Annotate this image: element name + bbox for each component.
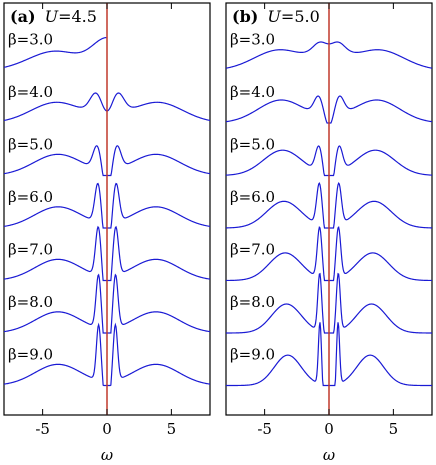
panel-a-plot-area: β=3.0 β=4.0 β=5.0 β=6.0 β=7.0 β=8.0 β=9.0 -5 0 5 xyxy=(3,3,211,438)
x-tick-label: 0 xyxy=(324,420,334,438)
panel-a-title: (a) U=4.5 xyxy=(10,7,97,26)
panel-b-letter: (b) xyxy=(232,7,258,26)
x-tick-label: 5 xyxy=(389,420,399,438)
panel-a-xlabel: ω xyxy=(101,446,113,464)
beta-label: β=7.0 xyxy=(230,241,275,259)
beta-label: β=8.0 xyxy=(8,293,53,311)
panel-b-param: U xyxy=(267,7,281,26)
beta-label: β=6.0 xyxy=(230,188,275,206)
panel-a-value: =4.5 xyxy=(58,7,97,26)
x-tick-label: 0 xyxy=(102,420,112,438)
beta-label: β=3.0 xyxy=(8,31,53,49)
beta-label: β=6.0 xyxy=(8,188,53,206)
panel-b-xlabel: ω xyxy=(323,446,335,464)
beta-label: β=7.0 xyxy=(8,241,53,259)
panel-b-title: (b) U=5.0 xyxy=(232,7,320,26)
beta-label: β=8.0 xyxy=(230,293,275,311)
panel-a: β=3.0β=4.0β=5.0β=6.0β=7.0β=8.0β=9.0-5 0 5 … xyxy=(3,2,211,464)
beta-label: β=4.0 xyxy=(8,83,53,101)
beta-label: β=9.0 xyxy=(230,346,275,364)
beta-label: β=5.0 xyxy=(8,136,53,154)
panel-a-param: U xyxy=(45,7,59,26)
x-tick-label: -5 xyxy=(257,420,272,438)
curve-a-beta-3 xyxy=(3,36,107,68)
beta-label: β=4.0 xyxy=(230,83,275,101)
panel-b-plot-area: β=3.0 β=4.0 β=5.0 β=6.0 β=7.0 β=8.0 β=9.0 -5 0 5 xyxy=(225,3,433,438)
beta-label: β=3.0 xyxy=(230,31,275,49)
panel-a-letter: (a) xyxy=(10,7,36,26)
beta-label: β=5.0 xyxy=(230,136,275,154)
panel-b-value: =5.0 xyxy=(281,7,320,26)
x-tick-label: 5 xyxy=(167,420,177,438)
beta-label: β=9.0 xyxy=(8,346,53,364)
x-tick-label: -5 xyxy=(35,420,50,438)
panel-b: β=3.0β=4.0β=5.0β=6.0β=7.0β=8.0β=9.0-5 0 5 … xyxy=(225,2,433,464)
